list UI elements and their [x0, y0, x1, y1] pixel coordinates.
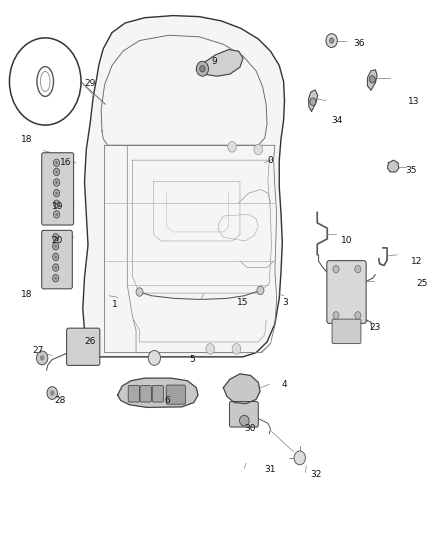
- Circle shape: [196, 61, 208, 76]
- Text: 35: 35: [405, 166, 417, 175]
- Circle shape: [53, 233, 59, 241]
- FancyBboxPatch shape: [332, 319, 361, 344]
- Text: 32: 32: [310, 471, 321, 479]
- Text: 10: 10: [341, 237, 352, 246]
- Circle shape: [200, 66, 205, 72]
- FancyBboxPatch shape: [166, 385, 185, 404]
- Circle shape: [10, 38, 81, 125]
- Polygon shape: [196, 50, 243, 76]
- Text: 27: 27: [32, 346, 43, 355]
- Text: 4: 4: [282, 380, 287, 389]
- FancyBboxPatch shape: [140, 385, 151, 402]
- Circle shape: [55, 191, 58, 195]
- Text: 6: 6: [165, 396, 170, 405]
- Circle shape: [55, 213, 58, 216]
- Text: 23: 23: [370, 323, 381, 332]
- Circle shape: [54, 277, 57, 280]
- Circle shape: [232, 344, 241, 354]
- Circle shape: [53, 253, 59, 261]
- Text: 30: 30: [245, 424, 256, 433]
- Circle shape: [40, 356, 44, 361]
- Circle shape: [55, 202, 58, 205]
- Text: 3: 3: [283, 298, 288, 307]
- Ellipse shape: [240, 415, 249, 426]
- Circle shape: [55, 170, 58, 173]
- Text: 34: 34: [331, 116, 343, 125]
- Text: 0: 0: [268, 156, 273, 165]
- Text: 9: 9: [212, 58, 218, 66]
- FancyBboxPatch shape: [42, 230, 72, 289]
- Text: 26: 26: [85, 337, 96, 346]
- Text: 31: 31: [265, 465, 276, 474]
- Circle shape: [50, 390, 54, 395]
- Circle shape: [333, 265, 339, 273]
- Circle shape: [257, 286, 264, 295]
- Circle shape: [53, 243, 59, 250]
- Circle shape: [54, 255, 57, 259]
- Text: 5: 5: [189, 355, 195, 364]
- Circle shape: [53, 189, 60, 197]
- FancyBboxPatch shape: [230, 401, 258, 427]
- Circle shape: [53, 179, 60, 186]
- Circle shape: [254, 144, 263, 155]
- Circle shape: [53, 159, 60, 166]
- Circle shape: [54, 245, 57, 248]
- Circle shape: [355, 265, 361, 273]
- Text: 36: 36: [353, 39, 364, 48]
- Text: 29: 29: [85, 78, 96, 87]
- Circle shape: [206, 344, 215, 354]
- Circle shape: [47, 386, 57, 399]
- Text: 25: 25: [417, 279, 428, 288]
- Circle shape: [355, 312, 361, 319]
- Circle shape: [333, 312, 339, 319]
- Polygon shape: [83, 15, 285, 357]
- Circle shape: [53, 211, 60, 218]
- Polygon shape: [367, 70, 377, 90]
- Text: 19: 19: [52, 203, 63, 212]
- Polygon shape: [118, 378, 198, 407]
- FancyBboxPatch shape: [128, 385, 140, 402]
- Circle shape: [326, 34, 337, 47]
- Circle shape: [55, 181, 58, 184]
- Circle shape: [53, 264, 59, 271]
- Circle shape: [53, 274, 59, 282]
- Circle shape: [329, 38, 334, 43]
- Text: 18: 18: [21, 135, 33, 144]
- FancyBboxPatch shape: [42, 153, 74, 225]
- Circle shape: [369, 76, 375, 83]
- Circle shape: [55, 161, 58, 165]
- FancyBboxPatch shape: [327, 261, 366, 324]
- Text: 1: 1: [112, 300, 118, 309]
- Circle shape: [228, 142, 237, 152]
- Circle shape: [148, 351, 160, 366]
- FancyBboxPatch shape: [152, 385, 163, 402]
- Polygon shape: [388, 160, 399, 172]
- Circle shape: [310, 98, 316, 106]
- Text: 28: 28: [54, 396, 65, 405]
- Text: 16: 16: [60, 158, 71, 167]
- Circle shape: [54, 266, 57, 269]
- Text: 18: 18: [21, 289, 33, 298]
- Circle shape: [136, 288, 143, 296]
- Circle shape: [36, 351, 48, 365]
- Text: 15: 15: [237, 298, 249, 307]
- Text: 13: 13: [407, 97, 419, 106]
- Polygon shape: [308, 90, 318, 111]
- Polygon shape: [223, 374, 260, 403]
- Circle shape: [53, 200, 60, 207]
- Text: 12: 12: [411, 257, 422, 265]
- Circle shape: [54, 236, 57, 239]
- Circle shape: [53, 168, 60, 175]
- Text: 20: 20: [52, 237, 63, 246]
- FancyBboxPatch shape: [67, 328, 100, 366]
- Circle shape: [294, 451, 305, 465]
